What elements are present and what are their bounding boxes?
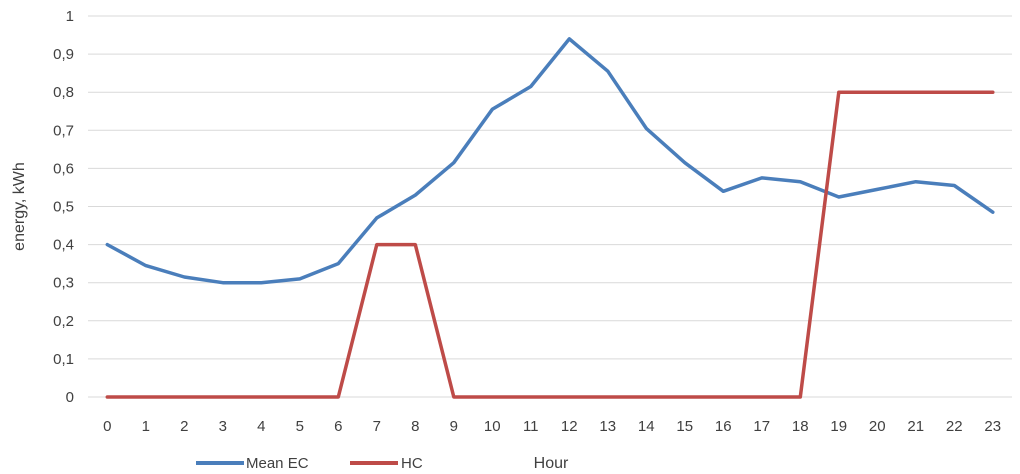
x-tick-label: 10 [484, 418, 501, 435]
x-tick-label: 12 [561, 418, 578, 435]
y-tick-label: 0,8 [53, 84, 74, 101]
y-tick-label: 0,5 [53, 199, 74, 216]
x-tick-label: 15 [676, 418, 693, 435]
x-tick-label: 19 [830, 418, 847, 435]
x-tick-label: 8 [411, 418, 419, 435]
legend-label: Mean EC [246, 455, 309, 472]
x-tick-label: 17 [753, 418, 770, 435]
x-tick-label: 11 [523, 418, 539, 435]
series-line-hc [105, 90, 995, 399]
x-tick-label: 3 [219, 418, 227, 435]
x-tick-label: 0 [103, 418, 111, 435]
y-tick-label: 0,9 [53, 46, 74, 63]
series-lines [105, 37, 995, 399]
x-tick-label: 13 [599, 418, 616, 435]
gridlines [88, 15, 1012, 398]
x-tick-label: 7 [373, 418, 381, 435]
x-axis-title: Hour [534, 455, 569, 472]
y-tick-label: 0,2 [53, 313, 74, 330]
y-tick-label: 0 [66, 389, 74, 406]
series-line-mean-ec [105, 37, 995, 285]
x-tick-label: 20 [869, 418, 886, 435]
x-tick-label: 14 [638, 418, 655, 435]
x-tick-label: 2 [180, 418, 188, 435]
x-tick-label: 21 [907, 418, 924, 435]
x-tick-label: 23 [984, 418, 1001, 435]
x-tick-label: 4 [257, 418, 265, 435]
x-tick-label: 16 [715, 418, 732, 435]
x-tick-label: 1 [142, 418, 150, 435]
y-tick-label: 0,7 [53, 122, 74, 139]
x-tick-label: 22 [946, 418, 963, 435]
y-tick-label: 0,6 [53, 160, 74, 177]
y-tick-labels: 0 0,1 0,2 0,3 0,4 0,5 0,6 0,7 0,8 0,9 1 [53, 8, 74, 406]
y-tick-label: 0,3 [53, 275, 74, 292]
y-tick-label: 1 [66, 8, 74, 25]
legend: Mean EC HC [196, 455, 423, 472]
y-axis-title: energy, kWh [11, 162, 28, 251]
y-tick-label: 0,4 [53, 237, 74, 254]
x-tick-label: 5 [296, 418, 304, 435]
x-tick-label: 9 [450, 418, 458, 435]
x-tick-label: 18 [792, 418, 809, 435]
legend-label: HC [401, 455, 423, 472]
x-tick-label: 6 [334, 418, 342, 435]
x-tick-labels: 0 1 2 3 4 5 6 7 8 9 10 11 12 13 14 15 16 17 18 19 20 21 22 23 [103, 418, 1001, 435]
y-tick-label: 0,1 [53, 351, 74, 368]
